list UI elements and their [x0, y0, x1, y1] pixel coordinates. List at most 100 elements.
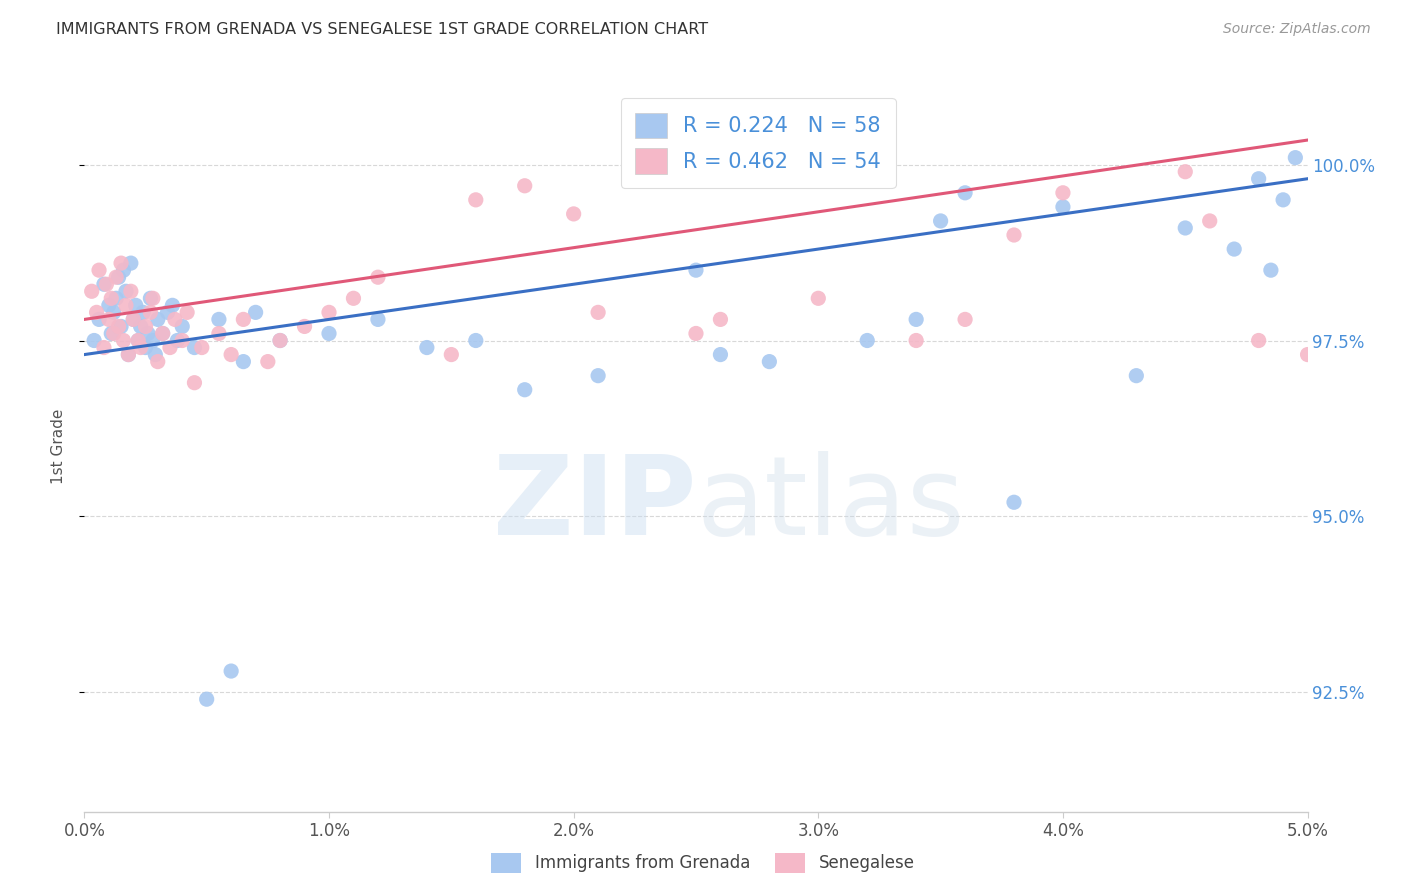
Point: [342, 291, 364, 305]
Point: [807, 291, 830, 305]
Point: [139, 305, 162, 319]
Point: [953, 312, 976, 326]
Point: [125, 298, 148, 312]
Point: [416, 341, 439, 355]
Point: [103, 326, 125, 341]
Point: [562, 207, 585, 221]
Point: [269, 334, 291, 348]
Point: [93, 341, 115, 355]
Point: [245, 305, 267, 319]
Point: [1272, 193, 1295, 207]
Point: [513, 178, 536, 193]
Point: [367, 270, 389, 285]
Point: [127, 334, 149, 348]
Point: [96, 277, 118, 292]
Point: [191, 341, 214, 355]
Point: [1174, 221, 1197, 235]
Point: [318, 305, 340, 319]
Point: [103, 305, 125, 319]
Point: [105, 291, 128, 305]
Point: [685, 326, 707, 341]
Point: [953, 186, 976, 200]
Point: [143, 348, 166, 362]
Point: [129, 319, 152, 334]
Point: [152, 326, 174, 341]
Text: atlas: atlas: [696, 451, 965, 558]
Point: [100, 291, 122, 305]
Point: [152, 326, 174, 341]
Point: [117, 348, 139, 362]
Point: [1198, 214, 1220, 228]
Point: [163, 312, 186, 326]
Point: [1223, 242, 1246, 256]
Point: [1002, 495, 1025, 509]
Point: [685, 263, 707, 277]
Point: [905, 312, 928, 326]
Point: [166, 334, 188, 348]
Point: [1284, 151, 1306, 165]
Point: [1247, 171, 1270, 186]
Point: [162, 298, 184, 312]
Point: [135, 341, 157, 355]
Point: [83, 334, 105, 348]
Point: [80, 285, 103, 299]
Point: [110, 319, 132, 334]
Point: [856, 334, 879, 348]
Point: [115, 298, 138, 312]
Point: [709, 312, 731, 326]
Point: [183, 341, 205, 355]
Point: [219, 664, 242, 678]
Point: [758, 354, 780, 368]
Point: [269, 334, 291, 348]
Point: [112, 263, 135, 277]
Point: [117, 348, 139, 362]
Point: [115, 285, 138, 299]
Point: [464, 334, 486, 348]
Point: [93, 277, 115, 292]
Point: [112, 334, 135, 348]
Point: [105, 270, 128, 285]
Point: [129, 341, 152, 355]
Text: IMMIGRANTS FROM GRENADA VS SENEGALESE 1ST GRADE CORRELATION CHART: IMMIGRANTS FROM GRENADA VS SENEGALESE 1S…: [56, 22, 709, 37]
Legend: R = 0.224   N = 58, R = 0.462   N = 54: R = 0.224 N = 58, R = 0.462 N = 54: [621, 98, 896, 188]
Point: [1125, 368, 1147, 383]
Point: [132, 305, 155, 319]
Point: [176, 305, 198, 319]
Point: [87, 312, 110, 326]
Legend: Immigrants from Grenada, Senegalese: Immigrants from Grenada, Senegalese: [485, 847, 921, 880]
Point: [86, 305, 108, 319]
Point: [146, 312, 169, 326]
Point: [1002, 227, 1025, 242]
Point: [107, 270, 129, 285]
Point: [232, 354, 254, 368]
Point: [1174, 165, 1197, 179]
Point: [586, 368, 609, 383]
Point: [136, 326, 159, 341]
Point: [100, 326, 122, 341]
Point: [709, 348, 731, 362]
Point: [135, 319, 157, 334]
Point: [142, 334, 165, 348]
Point: [172, 319, 194, 334]
Point: [159, 341, 181, 355]
Point: [97, 312, 120, 326]
Point: [1260, 263, 1282, 277]
Point: [156, 305, 179, 319]
Point: [905, 334, 928, 348]
Point: [1247, 334, 1270, 348]
Point: [127, 334, 149, 348]
Point: [122, 312, 145, 326]
Point: [122, 312, 145, 326]
Point: [172, 334, 194, 348]
Point: [183, 376, 205, 390]
Point: [1052, 200, 1074, 214]
Text: ZIP: ZIP: [492, 451, 696, 558]
Point: [440, 348, 463, 362]
Point: [586, 305, 609, 319]
Point: [318, 326, 340, 341]
Point: [929, 214, 952, 228]
Point: [107, 319, 129, 334]
Point: [294, 319, 316, 334]
Y-axis label: 1st Grade: 1st Grade: [51, 409, 66, 483]
Point: [219, 348, 242, 362]
